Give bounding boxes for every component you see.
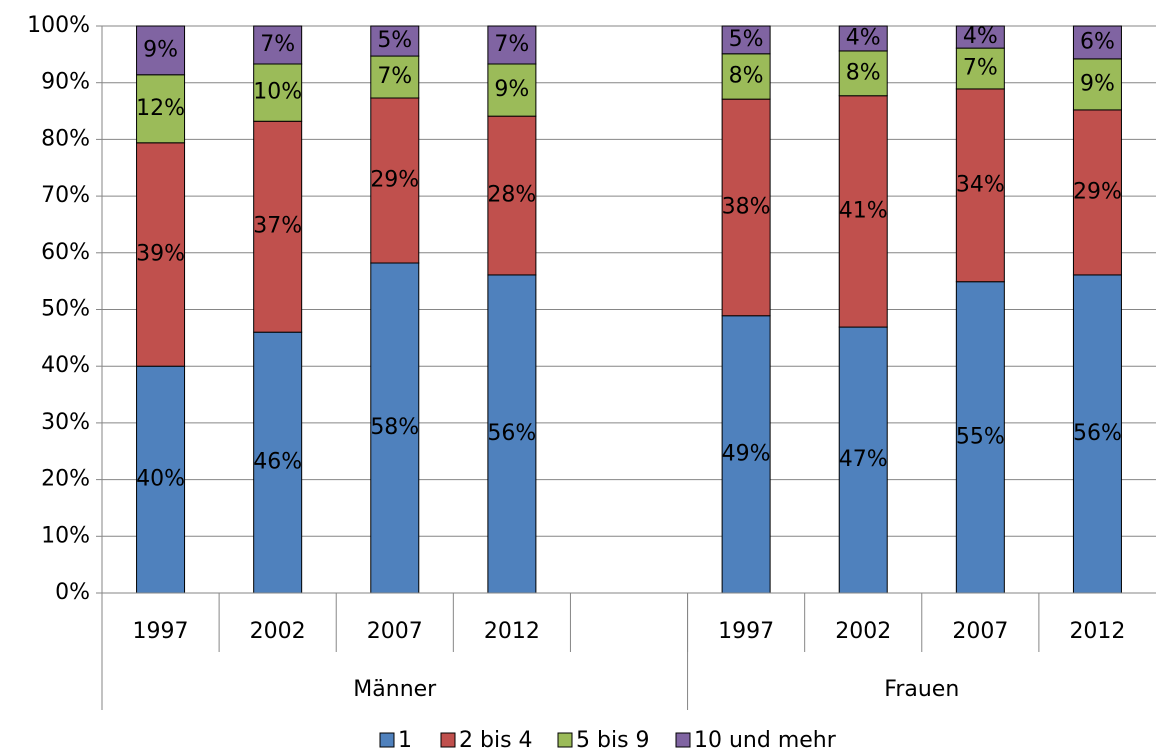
bar-segment [136,25,186,76]
data-label: 37% [253,214,302,239]
bar-segment [721,25,771,55]
data-label: 56% [1073,421,1122,446]
data-label: 7% [260,32,295,57]
y-tick-label: 100% [27,13,90,38]
y-tick-label: 0% [55,580,90,605]
data-label: 7% [377,64,412,89]
data-label: 10% [253,80,302,105]
y-tick-label: 20% [41,467,90,492]
legend-swatch [675,732,691,748]
x-tick-label: 1997 [718,619,774,644]
data-label: 6% [1080,29,1115,54]
data-label: 28% [487,183,536,208]
y-tick-label: 90% [41,70,90,95]
bar-segment [136,365,186,594]
legend-swatch [557,732,573,748]
bar-segment [253,331,303,594]
data-label: 9% [1080,71,1115,96]
data-label: 8% [729,63,764,88]
bar-segment [955,25,1005,49]
bar-segment [487,274,537,594]
x-tick-label: 2012 [484,619,540,644]
bar-segment [721,98,771,317]
data-label: 56% [487,421,536,446]
bar-segment [721,53,771,100]
data-label: 46% [253,450,302,475]
y-tick-label: 70% [41,183,90,208]
bar-segment [370,25,420,57]
bar-segment [1072,109,1122,276]
data-label: 41% [839,198,888,223]
bar-segment [136,74,186,144]
bar-segment [838,25,888,52]
bar-segment [253,25,303,65]
data-label: 9% [494,77,529,102]
group-label: Männer [353,677,437,702]
group-label: Frauen [884,677,959,702]
data-label: 7% [494,32,529,57]
data-label: 5% [377,28,412,53]
legend-swatch [440,732,456,748]
data-label: 12% [136,96,185,121]
data-label: 4% [963,24,998,49]
data-label: 29% [370,168,419,193]
data-label: 34% [956,172,1005,197]
legend-label: 2 bis 4 [459,728,533,753]
data-label: 39% [136,242,185,267]
x-tick-label: 1997 [133,619,189,644]
legend-label: 10 und mehr [694,728,837,753]
data-label: 8% [846,60,881,85]
bar-segment [721,315,771,594]
bar-segment [487,25,537,65]
data-label: 47% [839,447,888,472]
x-tick-label: 2012 [1069,619,1125,644]
data-label: 58% [370,415,419,440]
bar-segment [136,142,186,367]
bar-segment [487,115,537,276]
bar-segment [370,262,420,594]
bar-segment [955,88,1005,283]
bar-segment [955,281,1005,594]
legend-label: 1 [398,728,412,753]
data-label: 40% [136,467,185,492]
y-tick-label: 60% [41,240,90,265]
bar-segment [253,63,303,122]
bar-segment [955,47,1005,90]
data-label: 4% [846,25,881,50]
x-tick-label: 2002 [835,619,891,644]
x-tick-label: 2007 [952,619,1008,644]
data-label: 38% [722,194,771,219]
data-label: 7% [963,56,998,81]
y-tick-label: 50% [41,297,90,322]
x-tick-label: 2007 [367,619,423,644]
data-label: 29% [1073,179,1122,204]
bar-segment [838,95,888,328]
bar-segment [1072,58,1122,111]
data-label: 49% [722,441,771,466]
data-label: 55% [956,424,1005,449]
y-tick-label: 40% [41,353,90,378]
y-tick-label: 80% [41,126,90,151]
y-tick-label: 30% [41,410,90,435]
bar-segment [253,120,303,333]
bar-segment [1072,25,1122,60]
x-tick-label: 2002 [250,619,306,644]
data-label: 5% [729,27,764,52]
data-label: 9% [143,37,178,62]
y-tick-label: 10% [41,523,90,548]
bar-segment [370,97,420,264]
legend-swatch [379,732,395,748]
legend-label: 5 bis 9 [576,728,650,753]
bar-segment [838,50,888,97]
